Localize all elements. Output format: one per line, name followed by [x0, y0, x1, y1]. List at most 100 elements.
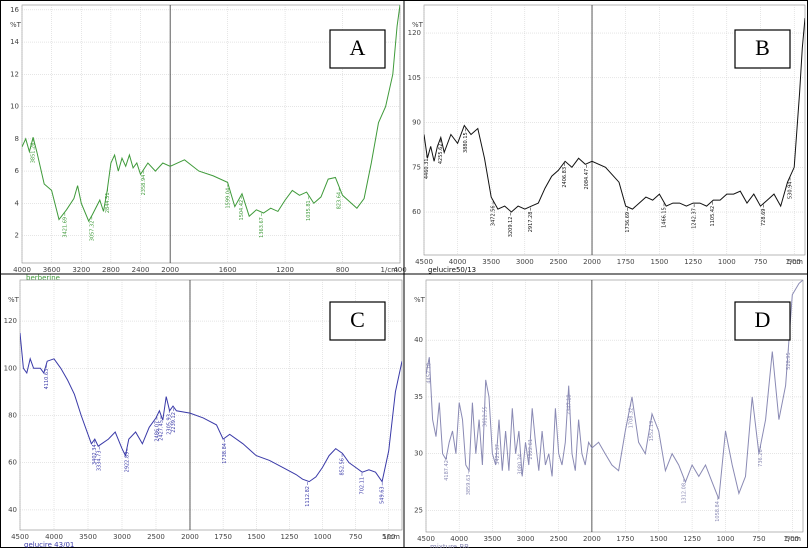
y-tick-label: 30	[414, 450, 423, 458]
x-axis-label: 1/cm	[786, 258, 804, 266]
panel: 2 4 6 8 10 12 14 16 4000 3600 3200 2800 2400 2000 1600…	[10, 4, 407, 282]
peak-label: 530.94	[788, 182, 794, 200]
y-tick-label: 75	[412, 163, 421, 171]
y-tick-label: 6	[15, 167, 20, 175]
x-tick-label: 1200	[276, 266, 294, 274]
x-tick-label: 3500	[483, 535, 501, 543]
peak-label: 852.56	[340, 458, 346, 476]
peak-label: 1552.19	[649, 421, 655, 442]
peak-label: 4110.63	[44, 369, 50, 390]
peak-label: 3402.34	[92, 444, 98, 465]
peak-label: 1363.67	[259, 217, 265, 238]
x-tick-label: 1750	[616, 535, 634, 543]
panel-letter: A	[350, 35, 366, 60]
y-tick-label: 100	[4, 364, 17, 372]
y-tick-label: 16	[10, 6, 19, 14]
y-axis-label: %T	[8, 296, 20, 304]
x-axis-label: 1/cm	[383, 533, 401, 541]
panel-letter-box	[734, 29, 791, 69]
x-tick-label: 1250	[280, 533, 298, 541]
panel: 40 60 80 100 120 4500 4000 3500 3000 2500 2000 1750…	[4, 279, 403, 548]
x-tick-label: 3500	[482, 258, 500, 266]
panel-letter: D	[755, 307, 771, 332]
x-tick-label: 3200	[72, 266, 90, 274]
peak-label: 3334.73	[97, 450, 103, 471]
peak-label: 3880.15	[463, 132, 469, 153]
sample-name: gelucire50/13	[428, 266, 476, 274]
y-tick-label: 40	[414, 336, 423, 344]
x-axis-label: 1/cm	[381, 266, 399, 274]
x-tick-label: 2800	[102, 266, 120, 274]
x-tick-label: 2500	[147, 533, 165, 541]
y-tick-label: 14	[10, 38, 19, 46]
peak-label: 2347.18	[566, 394, 572, 415]
y-tick-label: 60	[8, 459, 17, 467]
x-tick-label: 2500	[550, 258, 568, 266]
x-tick-label: 2400	[132, 266, 150, 274]
peak-label: 1105.42	[710, 206, 716, 227]
peak-label: 4187.42	[444, 460, 450, 481]
y-tick-label: 2	[15, 232, 19, 240]
peak-label: 549.63	[380, 486, 386, 504]
peak-label: 1466.15	[661, 207, 667, 228]
panel-letter: C	[350, 307, 365, 332]
peak-label: 1058.84	[715, 501, 721, 522]
x-tick-label: 800	[336, 266, 349, 274]
y-axis-label: %T	[10, 21, 22, 29]
peak-label: 728.69	[761, 209, 767, 227]
y-tick-label: 120	[408, 29, 421, 37]
x-tick-label: 1250	[684, 258, 702, 266]
spectrum-line	[424, 18, 805, 213]
x-axis-label: 1/cm	[784, 535, 802, 543]
peak-label: 2922.61	[528, 439, 534, 460]
y-tick-label: 40	[8, 506, 17, 514]
sample-name: gelucire 43/01	[24, 541, 74, 548]
panel-letter-box	[734, 301, 791, 341]
peak-label: 1738.84	[222, 443, 228, 464]
peak-label: 1736.69	[625, 212, 631, 233]
x-tick-label: 4500	[415, 258, 433, 266]
peak-label: 2305.93	[167, 414, 173, 435]
panel: 60 75 90 105 120 4500 4000 3500 3000 2500 2000 1750…	[408, 4, 806, 274]
peak-label: 2922.89	[125, 452, 131, 473]
y-tick-label: 105	[408, 74, 421, 82]
y-tick-label: 80	[8, 412, 17, 420]
x-tick-label: 1750	[617, 258, 635, 266]
y-tick-label: 120	[4, 317, 17, 325]
spectrum-line	[20, 332, 402, 483]
peak-label: 3859.63	[466, 475, 472, 496]
peak-label: 2406.83	[562, 167, 568, 188]
sample-name: mixture BB	[430, 543, 469, 548]
peak-label: 2844.51	[105, 192, 111, 213]
x-tick-label: 3500	[79, 533, 97, 541]
x-tick-label: 500	[382, 533, 395, 541]
peak-label: 1242.37	[692, 208, 698, 229]
peak-label: 3057.32	[89, 221, 95, 242]
peak-label: 1312.08	[681, 483, 687, 504]
x-tick-label: 4500	[417, 535, 435, 543]
x-tick-label: 1500	[651, 258, 669, 266]
peak-label: 3421.37	[495, 444, 501, 465]
x-tick-label: 2000	[161, 266, 179, 274]
y-axis-label: %T	[414, 296, 426, 304]
x-tick-label: 4000	[45, 533, 63, 541]
x-tick-label: 750	[752, 535, 765, 543]
peak-label: 1035.81	[306, 200, 312, 221]
x-tick-label: 1250	[683, 535, 701, 543]
x-tick-label: 1000	[718, 258, 736, 266]
peak-label: 3472.56	[491, 205, 497, 226]
x-tick-label: 750	[349, 533, 362, 541]
peak-label: 3209.12	[508, 216, 514, 237]
x-tick-label: 500	[788, 258, 801, 266]
panel: 25 30 35 40 4500 4000 3500 3000 2500 2000 1750 1500…	[414, 279, 804, 548]
y-tick-label: 90	[412, 119, 421, 127]
peak-label: 736.26	[758, 449, 764, 467]
sample-name: berberine	[26, 274, 60, 282]
peak-label: 1112.82	[305, 486, 311, 507]
y-tick-label: 12	[10, 70, 19, 78]
peak-label: 2427.45	[158, 420, 164, 441]
x-tick-label: 750	[754, 258, 767, 266]
x-tick-label: 1500	[247, 533, 265, 541]
peak-label: 1599.04	[225, 188, 231, 209]
y-tick-label: 25	[414, 506, 423, 514]
